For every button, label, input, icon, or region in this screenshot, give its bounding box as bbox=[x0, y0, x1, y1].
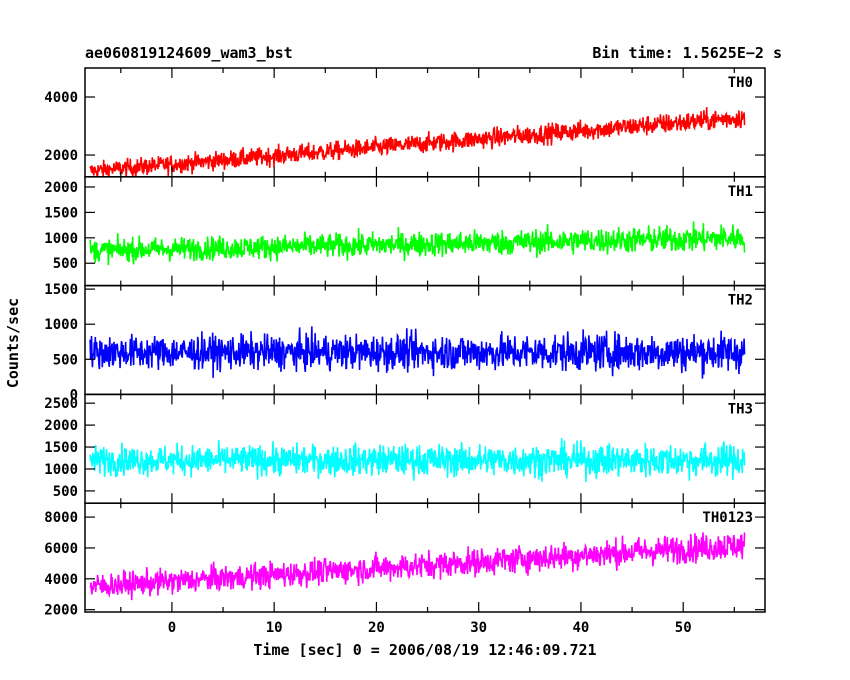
y-tick-label: 1000 bbox=[44, 462, 78, 478]
y-tick-label: 4000 bbox=[44, 572, 78, 588]
y-tick-label: 1000 bbox=[44, 231, 78, 247]
panel-label: TH3 bbox=[728, 401, 753, 417]
panel-label: TH0 bbox=[728, 75, 753, 91]
series-trace-th1 bbox=[89, 221, 746, 266]
panel-th2: 0 500 1000 1500 TH2 bbox=[44, 282, 766, 403]
y-tick-label: 4000 bbox=[44, 90, 78, 106]
x-tick-label: 40 bbox=[573, 620, 590, 636]
series-trace-th0 bbox=[89, 107, 746, 177]
y-tick-label: 2000 bbox=[44, 148, 78, 164]
panel-th3: 500 1000 1500 2000 2500 TH3 bbox=[44, 393, 766, 504]
chart-title-left: ae060819124609_wam3_bst bbox=[85, 44, 293, 62]
x-tick-label: 20 bbox=[368, 620, 385, 636]
y-tick-label: 1500 bbox=[44, 205, 78, 221]
y-tick-label: 1500 bbox=[44, 282, 78, 298]
x-tick-label: 0 bbox=[168, 620, 176, 636]
y-tick-label: 2500 bbox=[44, 396, 78, 412]
panel-frame bbox=[84, 284, 766, 396]
panel-frame bbox=[84, 502, 766, 613]
y-axis-label: Counts/sec bbox=[4, 298, 22, 388]
y-tick-label: 0 bbox=[70, 387, 78, 403]
y-tick-label: 2000 bbox=[44, 180, 78, 196]
series-trace-th3 bbox=[89, 438, 746, 483]
panel-th0: 2000 4000 TH0 bbox=[44, 67, 766, 178]
y-tick-label: 500 bbox=[53, 352, 78, 368]
x-tick-label: 10 bbox=[266, 620, 283, 636]
x-axis-label: Time [sec] 0 = 2006/08/19 12:46:09.721 bbox=[253, 641, 596, 659]
x-tick-label: 30 bbox=[470, 620, 487, 636]
y-tick-label: 500 bbox=[53, 484, 78, 500]
panel-label: TH1 bbox=[728, 184, 753, 200]
y-tick-label: 1000 bbox=[44, 317, 78, 333]
y-tick-label: 2000 bbox=[44, 603, 78, 619]
panel-th0123: 2000 4000 6000 8000 TH0123 bbox=[44, 502, 766, 619]
series-trace-th0123 bbox=[89, 532, 746, 601]
x-tick-label: 50 bbox=[675, 620, 692, 636]
panel-label: TH0123 bbox=[702, 510, 753, 526]
chart-title-right: Bin time: 1.5625E−2 s bbox=[592, 44, 782, 62]
y-tick-label: 8000 bbox=[44, 510, 78, 526]
panel-th1: 500 1000 1500 2000 TH1 bbox=[44, 176, 766, 287]
y-tick-label: 6000 bbox=[44, 541, 78, 557]
y-tick-label: 1500 bbox=[44, 440, 78, 456]
panel-frame bbox=[84, 393, 766, 504]
y-tick-label: 500 bbox=[53, 256, 78, 272]
panel-label: TH2 bbox=[728, 293, 753, 309]
y-tick-label: 2000 bbox=[44, 418, 78, 434]
series-trace-th2 bbox=[89, 326, 746, 379]
